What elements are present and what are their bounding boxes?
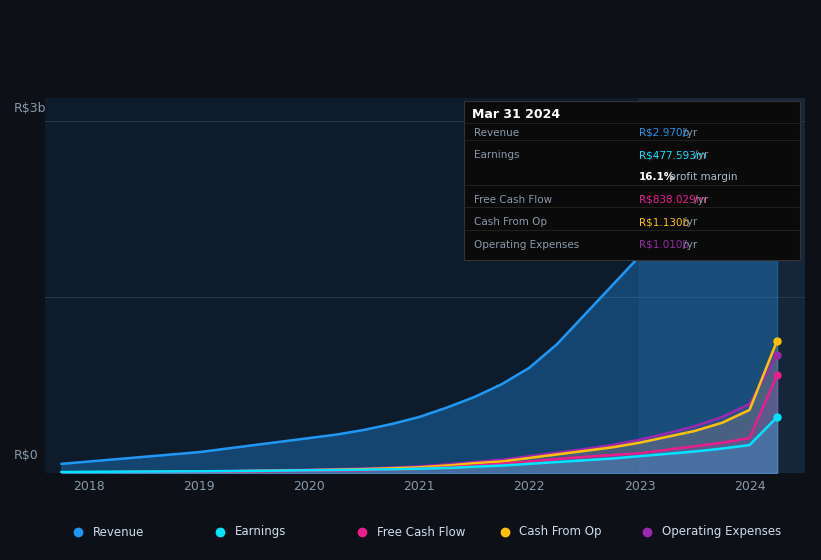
Text: profit margin: profit margin: [666, 172, 737, 183]
Text: Revenue: Revenue: [93, 525, 144, 539]
Text: R$477.593m: R$477.593m: [639, 150, 706, 160]
Text: R$2.970b: R$2.970b: [639, 128, 689, 138]
Text: /yr: /yr: [690, 195, 708, 205]
Bar: [640, 98, 805, 473]
Text: Mar 31 2024: Mar 31 2024: [472, 108, 560, 120]
Text: R$1.010b: R$1.010b: [639, 240, 689, 250]
Text: Free Cash Flow: Free Cash Flow: [474, 195, 552, 205]
Text: R$3b: R$3b: [13, 102, 46, 115]
Text: R$1.130b: R$1.130b: [639, 217, 689, 227]
Text: Operating Expenses: Operating Expenses: [474, 240, 579, 250]
Text: /yr: /yr: [681, 128, 698, 138]
Text: Revenue: Revenue: [474, 128, 519, 138]
Text: Cash From Op: Cash From Op: [474, 217, 547, 227]
Text: R$0: R$0: [13, 449, 38, 462]
Text: Earnings: Earnings: [474, 150, 519, 160]
Text: /yr: /yr: [690, 150, 708, 160]
Text: 16.1%: 16.1%: [639, 172, 675, 183]
Text: /yr: /yr: [681, 217, 698, 227]
Text: Earnings: Earnings: [235, 525, 287, 539]
Text: Free Cash Flow: Free Cash Flow: [377, 525, 466, 539]
Text: /yr: /yr: [681, 240, 698, 250]
Text: R$838.029m: R$838.029m: [639, 195, 706, 205]
Text: Cash From Op: Cash From Op: [520, 525, 602, 539]
Text: Operating Expenses: Operating Expenses: [662, 525, 781, 539]
